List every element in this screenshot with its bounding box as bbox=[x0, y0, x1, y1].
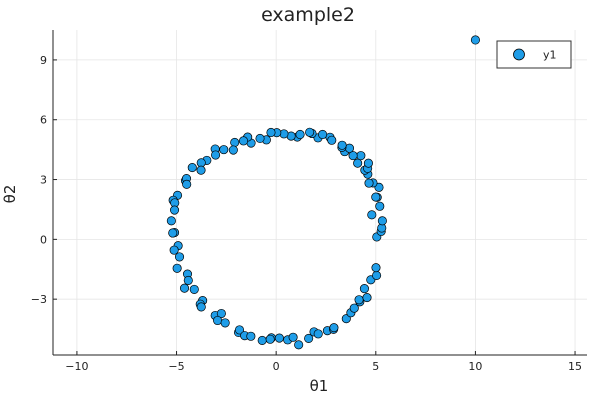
data-point bbox=[377, 216, 387, 226]
data-point bbox=[216, 308, 226, 319]
data-point bbox=[179, 283, 190, 293]
chart-title: example2 bbox=[261, 4, 355, 26]
y-tick-label: 0 bbox=[40, 233, 47, 246]
legend-marker bbox=[513, 48, 525, 61]
data-point bbox=[353, 158, 363, 168]
data-point bbox=[371, 263, 381, 273]
data-point bbox=[363, 158, 373, 168]
data-point bbox=[169, 205, 180, 215]
data-point bbox=[174, 252, 185, 262]
data-point bbox=[349, 303, 359, 313]
data-point bbox=[219, 145, 229, 155]
data-point bbox=[337, 140, 347, 150]
data-point bbox=[166, 216, 176, 226]
legend-label: y1 bbox=[543, 49, 557, 62]
series-points bbox=[166, 35, 480, 350]
data-point bbox=[288, 332, 298, 342]
data-point bbox=[304, 333, 314, 344]
data-point bbox=[266, 127, 276, 138]
data-point bbox=[470, 35, 480, 45]
data-point bbox=[367, 210, 377, 220]
data-point bbox=[230, 137, 240, 148]
data-point bbox=[359, 284, 369, 294]
x-tick-label: −10 bbox=[65, 360, 88, 373]
data-point bbox=[327, 135, 337, 145]
y-tick-label: 3 bbox=[40, 174, 47, 187]
data-point bbox=[305, 127, 315, 137]
data-point bbox=[255, 133, 265, 144]
data-point bbox=[329, 323, 339, 333]
data-point bbox=[257, 335, 267, 345]
data-point bbox=[274, 333, 284, 343]
x-tick-label: 0 bbox=[273, 360, 280, 373]
data-point bbox=[183, 275, 193, 285]
data-point bbox=[341, 314, 351, 324]
axes bbox=[52, 30, 587, 356]
data-point bbox=[265, 334, 275, 344]
data-point bbox=[313, 329, 323, 339]
tick-labels: −10 −5 0 5 10 15 −3 0 3 6 9 bbox=[31, 54, 582, 373]
y-tick-label: −3 bbox=[31, 293, 47, 306]
y-tick-label: 9 bbox=[40, 54, 47, 67]
data-point bbox=[234, 325, 245, 335]
data-point bbox=[318, 129, 328, 140]
data-point bbox=[211, 150, 221, 160]
data-point bbox=[362, 293, 372, 303]
x-axis-label: θ1 bbox=[310, 377, 329, 395]
x-tick-label: 5 bbox=[372, 360, 379, 373]
data-point bbox=[295, 129, 305, 140]
data-point bbox=[220, 318, 230, 328]
data-point bbox=[371, 192, 381, 202]
data-point bbox=[348, 151, 358, 161]
legend: y1 bbox=[496, 40, 572, 69]
data-point bbox=[213, 315, 223, 326]
data-point bbox=[196, 165, 206, 175]
data-point bbox=[228, 145, 238, 155]
data-point bbox=[168, 228, 178, 238]
data-point bbox=[238, 136, 249, 146]
data-point bbox=[375, 201, 385, 211]
data-point bbox=[196, 302, 206, 312]
legend-box bbox=[496, 40, 572, 69]
y-axis-label: θ2 bbox=[1, 185, 19, 204]
x-tick-label: −5 bbox=[168, 360, 184, 373]
data-point bbox=[187, 163, 197, 173]
data-point bbox=[364, 178, 374, 188]
data-point bbox=[169, 245, 179, 255]
data-point bbox=[356, 151, 366, 161]
data-point bbox=[354, 295, 364, 305]
x-tick-label: 10 bbox=[468, 360, 482, 373]
x-tick-label: 15 bbox=[568, 360, 582, 373]
y-tick-label: 6 bbox=[40, 114, 47, 127]
data-point bbox=[294, 340, 304, 350]
data-point bbox=[189, 284, 199, 294]
data-point bbox=[372, 270, 382, 280]
data-point bbox=[172, 263, 182, 273]
data-point bbox=[246, 331, 256, 341]
data-point bbox=[182, 179, 192, 189]
